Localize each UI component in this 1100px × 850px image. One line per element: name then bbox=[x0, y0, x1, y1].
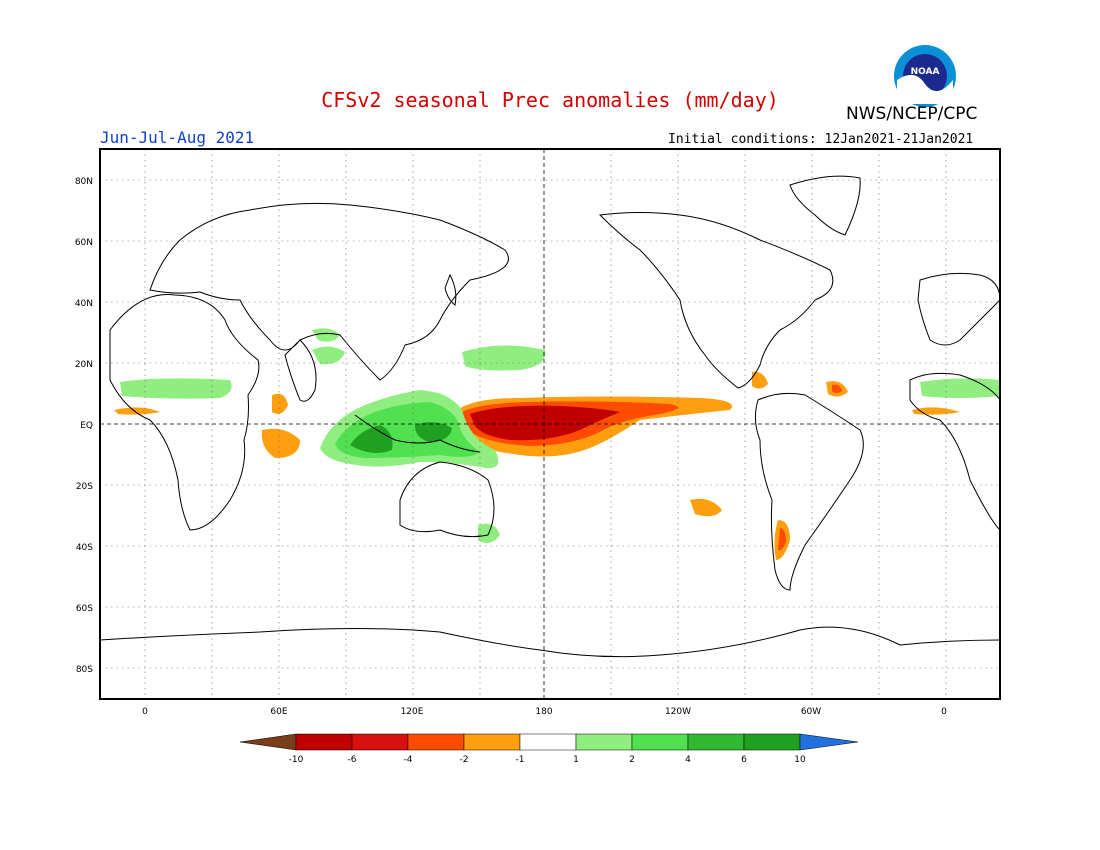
colorbar-arrow-left bbox=[239, 733, 297, 751]
colorbar-label: 6 bbox=[741, 755, 747, 765]
anomaly-indian-ocean-dry bbox=[261, 428, 300, 458]
organization-label: NWS/NCEP/CPC bbox=[846, 104, 978, 124]
lon-label: 60W bbox=[801, 707, 821, 717]
coastline-eurasia bbox=[149, 202, 509, 381]
coastline-japan bbox=[444, 273, 457, 306]
lat-label: 80N bbox=[75, 177, 93, 187]
colorbar-segment bbox=[743, 733, 801, 751]
colorbar-segment bbox=[351, 733, 409, 751]
anomaly-pacific-dry-extreme bbox=[470, 405, 620, 441]
colorbar-segment bbox=[407, 733, 465, 751]
anomaly-maritime-wet-extreme bbox=[350, 425, 393, 454]
anomaly-atlantic-dry-core bbox=[832, 384, 842, 393]
colorbar-label: -10 bbox=[289, 755, 304, 765]
lat-label: 40N bbox=[75, 299, 93, 309]
anomaly-indian-wet bbox=[312, 328, 340, 342]
coastline-australia bbox=[399, 461, 495, 538]
colorbar-segment bbox=[631, 733, 689, 751]
lat-labels: 80N 60N 40N 20N EQ 20S 40S 60S 80S bbox=[75, 177, 93, 675]
lat-label: 40S bbox=[76, 543, 93, 553]
colorbar-label: -6 bbox=[348, 755, 357, 765]
anomaly-guinea-dry-east bbox=[912, 407, 960, 415]
anomaly-wpac-wet bbox=[462, 345, 546, 371]
colorbar-segment bbox=[519, 733, 577, 751]
map-title: CFSv2 seasonal Prec anomalies (mm/day) bbox=[321, 88, 779, 112]
noaa-logo-text: NOAA bbox=[911, 67, 940, 77]
coastline-north-america bbox=[598, 212, 834, 389]
colorbar-label: -2 bbox=[460, 755, 469, 765]
lat-label: 20S bbox=[76, 482, 93, 492]
map-frame bbox=[99, 148, 1001, 700]
lat-label: EQ bbox=[80, 421, 93, 431]
anomaly-arabian-sea-dry bbox=[272, 393, 288, 414]
anomaly-south-america-dry-core bbox=[778, 528, 786, 551]
anomaly-south-pacific-dry bbox=[690, 498, 722, 517]
coastline-europe-east bbox=[917, 272, 1001, 346]
lon-label: 120W bbox=[665, 707, 691, 717]
anomaly-sahel-wet bbox=[120, 378, 232, 399]
colorbar-label: 4 bbox=[685, 755, 691, 765]
colorbar-segment bbox=[463, 733, 521, 751]
anomaly-guinea-dry bbox=[114, 407, 160, 415]
anomaly-india-wet bbox=[312, 346, 345, 365]
lon-label: 60E bbox=[270, 707, 287, 717]
lat-label: 20N bbox=[75, 360, 93, 370]
colorbar-label: 10 bbox=[794, 755, 806, 765]
colorbar-segment bbox=[295, 733, 353, 751]
coastline-antarctica bbox=[99, 626, 1001, 658]
colorbar-label: 2 bbox=[629, 755, 635, 765]
coastline-africa bbox=[109, 293, 260, 531]
colorbar-segment bbox=[687, 733, 745, 751]
coastline-south-america bbox=[754, 392, 864, 591]
coastline-india bbox=[284, 339, 317, 402]
coastline-africa-east bbox=[909, 372, 1001, 532]
colorbar-label: -1 bbox=[516, 755, 525, 765]
anomaly-central-america-dry bbox=[752, 371, 768, 389]
colorbar-arrow-right bbox=[799, 733, 859, 751]
lon-label: 0 bbox=[142, 707, 148, 717]
initial-conditions-label: Initial conditions: 12Jan2021-21Jan2021 bbox=[668, 132, 974, 147]
coastlines bbox=[99, 175, 1001, 658]
coastline-greenland bbox=[789, 175, 861, 236]
lon-labels: 0 60E 120E 180 120W 60W 0 bbox=[142, 707, 947, 717]
lat-label: 80S bbox=[76, 665, 93, 675]
season-label: Jun-Jul-Aug 2021 bbox=[100, 128, 255, 147]
lon-label: 120E bbox=[401, 707, 424, 717]
lon-label: 0 bbox=[941, 707, 947, 717]
colorbar-label: 1 bbox=[573, 755, 579, 765]
lat-label: 60N bbox=[75, 238, 93, 248]
colorbar-label: -4 bbox=[404, 755, 413, 765]
colorbar-segment bbox=[575, 733, 633, 751]
lat-label: 60S bbox=[76, 604, 93, 614]
lon-label: 180 bbox=[535, 707, 552, 717]
colorbar: -10 -6 -4 -2 -1 1 2 4 6 10 bbox=[239, 733, 859, 765]
coastline-indonesia bbox=[354, 414, 481, 453]
noaa-logo: NOAA bbox=[894, 45, 956, 107]
anomaly-maritime-wet-extreme-2 bbox=[414, 422, 452, 442]
